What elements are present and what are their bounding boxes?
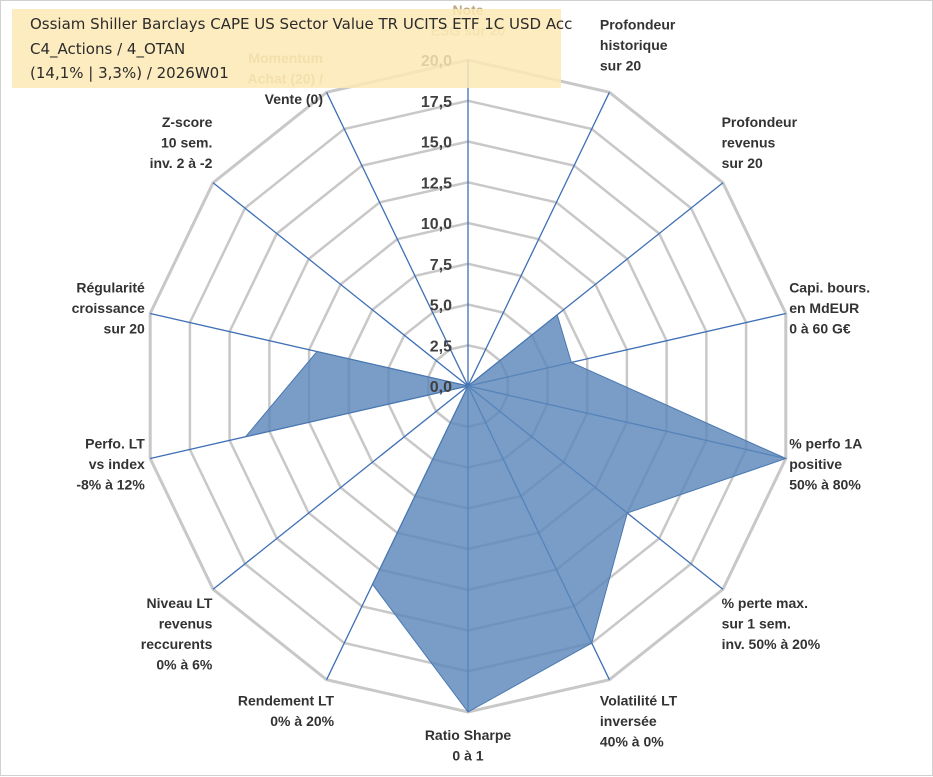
axis-label-line: Ratio Sharpe	[425, 727, 512, 743]
axis-label-line: revenus	[159, 616, 213, 632]
axis-label-line: 50% à 80%	[789, 476, 861, 492]
axis-label-line: Z-score	[162, 114, 213, 130]
tick-label: 2,5	[430, 338, 452, 355]
axis-label-line: croissance	[72, 300, 145, 316]
tick-label: 5,0	[430, 298, 452, 315]
axis-label-line: 0 à 1	[452, 748, 483, 764]
radial-tick-labels: 0,02,55,07,510,012,515,017,520,0	[421, 53, 452, 396]
tick-label: 0,0	[430, 379, 452, 396]
axis-label-line: Niveau LT	[147, 595, 213, 611]
tick-label: 7,5	[430, 257, 452, 274]
axis-label: Profondeur historique sur 20	[600, 17, 676, 74]
tick-label: 12,5	[421, 175, 452, 192]
series-area	[246, 315, 786, 712]
chart-title-box: Ossiam Shiller Barclays CAPE US Sector V…	[12, 9, 561, 88]
axis-label: Niveau LT revenus reccurents 0% à 6%	[141, 595, 213, 673]
axis-label-line: historique	[600, 37, 668, 53]
axis-label-line: Régularité	[76, 280, 145, 296]
axis-label-line: 0% à 6%	[156, 657, 213, 673]
axis-label-line: positive	[789, 456, 842, 472]
axis-label-line: 0 à 60 G€	[789, 321, 851, 337]
axis-label-line: reccurents	[141, 636, 213, 652]
chart-subtitle-category: C4_Actions / 4_OTAN	[30, 40, 185, 58]
axis-label-line: inversée	[600, 713, 657, 729]
axis-label-line: 0% à 20%	[270, 713, 334, 729]
axis-label: Régularité croissance sur 20	[72, 280, 145, 337]
axis-label: Rendement LT 0% à 20%	[238, 692, 335, 729]
axis-label-line: 10 sem.	[161, 134, 212, 150]
axis-label: % perte max. sur 1 sem. inv. 50% à 20%	[722, 595, 821, 652]
axis-label-line: Rendement LT	[238, 692, 335, 708]
axis-label-line: en MdEUR	[789, 300, 859, 316]
tick-label: 10,0	[421, 216, 452, 233]
axis-label-line: Vente (0)	[265, 91, 323, 107]
axis-label: Z-score 10 sem. inv. 2 à -2	[150, 114, 213, 171]
axis-label: Volatilité LT inversée 40% à 0%	[600, 692, 678, 749]
axis-label-line: Volatilité LT	[600, 692, 678, 708]
axis-label-line: Profondeur	[722, 114, 798, 130]
axis-label-line: % perte max.	[722, 595, 808, 611]
axis-label-line: inv. 50% à 20%	[722, 636, 821, 652]
tick-label: 15,0	[421, 135, 452, 152]
axis-label: Ratio Sharpe 0 à 1	[425, 727, 512, 764]
chart-subtitle-stats: (14,1% | 3,3%) / 2026W01	[30, 64, 229, 82]
axis-label-line: inv. 2 à -2	[150, 155, 213, 171]
axis-label: Profondeur revenus sur 20	[722, 114, 798, 171]
axis-label-line: sur 20	[104, 321, 145, 337]
axis-label-line: % perfo 1A	[789, 435, 862, 451]
axis-label-line: -8% à 12%	[76, 476, 145, 492]
axis-label-line: sur 1 sem.	[722, 616, 791, 632]
axis-label-line: Capi. bours.	[789, 280, 870, 296]
axis-label-line: sur 20	[600, 58, 641, 74]
axis-label-line: revenus	[722, 134, 776, 150]
chart-title: Ossiam Shiller Barclays CAPE US Sector V…	[30, 15, 572, 33]
axis-label-line: Profondeur	[600, 17, 676, 33]
tick-label: 17,5	[421, 94, 452, 111]
radar-series	[245, 315, 786, 712]
axis-label: Capi. bours. en MdEUR 0 à 60 G€	[789, 280, 870, 337]
axis-label-line: vs index	[89, 456, 145, 472]
axis-label-line: 40% à 0%	[600, 733, 664, 749]
axis-label: Perfo. LT vs index -8% à 12%	[76, 435, 145, 492]
axis-label-line: sur 20	[722, 155, 763, 171]
axis-label-line: Perfo. LT	[85, 435, 145, 451]
axis-label: % perfo 1A positive 50% à 80%	[789, 435, 862, 492]
